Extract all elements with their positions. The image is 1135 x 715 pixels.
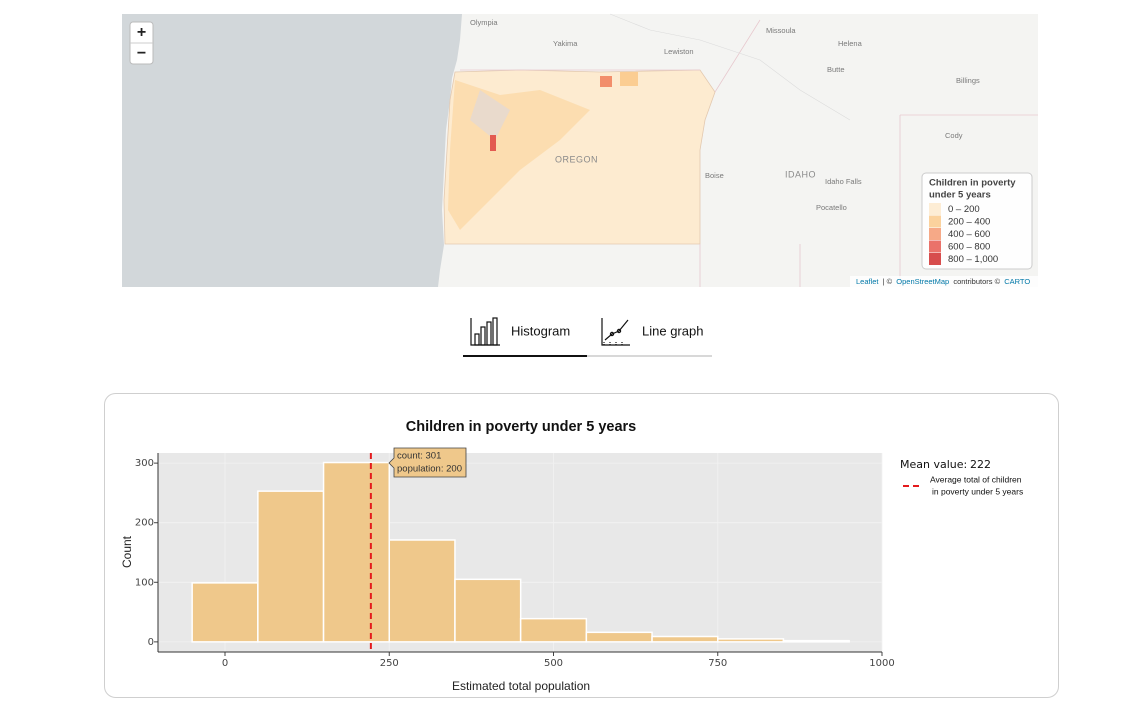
legend-title: Children in poverty <box>929 178 1016 189</box>
mean-legend-text: in poverty under 5 years <box>932 486 1023 496</box>
chart-title: Children in poverty under 5 years <box>406 419 636 435</box>
tab-histogram[interactable]: Histogram <box>511 323 570 338</box>
place-label: Olympia <box>470 18 498 27</box>
attribution-box <box>850 276 1038 287</box>
attribution-text: | © <box>883 277 893 286</box>
tooltip-text: population: 200 <box>397 464 462 475</box>
legend-box <box>921 172 1033 270</box>
legend-swatch <box>929 253 941 265</box>
tooltip-box <box>388 447 467 478</box>
map-region <box>470 90 510 140</box>
y-axis-label: Count <box>120 535 134 568</box>
legend-swatch <box>929 215 941 228</box>
line-icon <box>601 318 630 346</box>
bar <box>257 490 325 643</box>
place-label: Pocatello <box>816 203 847 212</box>
bar <box>782 639 850 643</box>
y-tick-label: 0 <box>148 637 154 648</box>
map-region <box>490 135 496 151</box>
zoom-out-button[interactable]: − <box>137 45 146 62</box>
map-road <box>609 13 851 121</box>
map-border <box>460 19 1038 287</box>
attribution: Leaflet | © OpenStreetMap contributors ©… <box>856 277 1030 286</box>
x-tick-label: 750 <box>708 658 727 669</box>
legend-label: 0 – 200 <box>948 204 980 215</box>
bar <box>322 461 391 643</box>
tooltip-text: count: 301 <box>397 451 441 462</box>
place-label: Lewiston <box>664 47 694 56</box>
legend-label: 800 – 1,000 <box>948 254 998 265</box>
place-label: Boise <box>705 171 724 180</box>
place-label: Butte <box>827 65 845 74</box>
bar <box>585 631 653 643</box>
attribution-link[interactable]: OpenStreetMap <box>896 277 949 286</box>
mean-value: 222 <box>970 458 991 471</box>
legend-swatch <box>929 240 941 253</box>
y-tick-label: 200 <box>135 518 154 529</box>
map-ocean <box>122 14 462 287</box>
histogram-icon <box>470 317 500 346</box>
legend-label: 600 – 800 <box>948 242 990 253</box>
bar <box>519 617 588 643</box>
map: Olympia Yakima Lewiston Missoula Helena … <box>122 13 1038 287</box>
zoom-in-button[interactable]: + <box>137 24 146 41</box>
legend-swatch <box>929 228 941 240</box>
tab-bar: Histogram Line graph <box>463 317 712 357</box>
attribution-text: contributors © <box>953 277 1000 286</box>
bar <box>651 635 719 643</box>
attribution-link[interactable]: CARTO <box>1004 277 1030 286</box>
legend-title: under 5 years <box>929 190 991 201</box>
x-axis-label: Estimated total population <box>452 679 590 693</box>
legend-swatch <box>929 203 941 215</box>
legend-label: 200 – 400 <box>948 217 990 228</box>
mean-legend-text: Average total of children <box>930 474 1022 484</box>
place-label: Billings <box>956 76 980 85</box>
bar <box>388 539 456 643</box>
map-region <box>620 72 638 86</box>
attribution-link[interactable]: Leaflet <box>856 277 879 286</box>
legend-label: 400 – 600 <box>948 229 990 240</box>
x-tick-label: 1000 <box>869 658 894 669</box>
map-legend: Children in poverty under 5 years 0 – 20… <box>921 172 1033 270</box>
place-label: Helena <box>838 39 863 48</box>
bar <box>454 578 522 643</box>
tab-line-graph[interactable]: Line graph <box>642 323 703 338</box>
state-label: OREGON <box>555 154 598 164</box>
x-tick-label: 250 <box>380 658 399 669</box>
place-label: Missoula <box>766 26 796 35</box>
place-label: Yakima <box>553 39 578 48</box>
x-tick-label: 0 <box>222 658 228 669</box>
bar <box>191 582 259 643</box>
chart: Children in poverty under 5 years Estima… <box>120 419 1023 693</box>
x-tick-label: 500 <box>544 658 563 669</box>
state-label: IDAHO <box>785 169 816 179</box>
zoom-control: + − <box>129 21 154 65</box>
y-tick-label: 100 <box>135 577 154 588</box>
mean-label: Mean value: <box>900 458 967 471</box>
bar <box>717 638 785 643</box>
place-label: Cody <box>945 131 963 140</box>
y-tick-label: 300 <box>135 458 154 469</box>
map-region <box>600 76 612 87</box>
place-label: Idaho Falls <box>825 177 862 186</box>
